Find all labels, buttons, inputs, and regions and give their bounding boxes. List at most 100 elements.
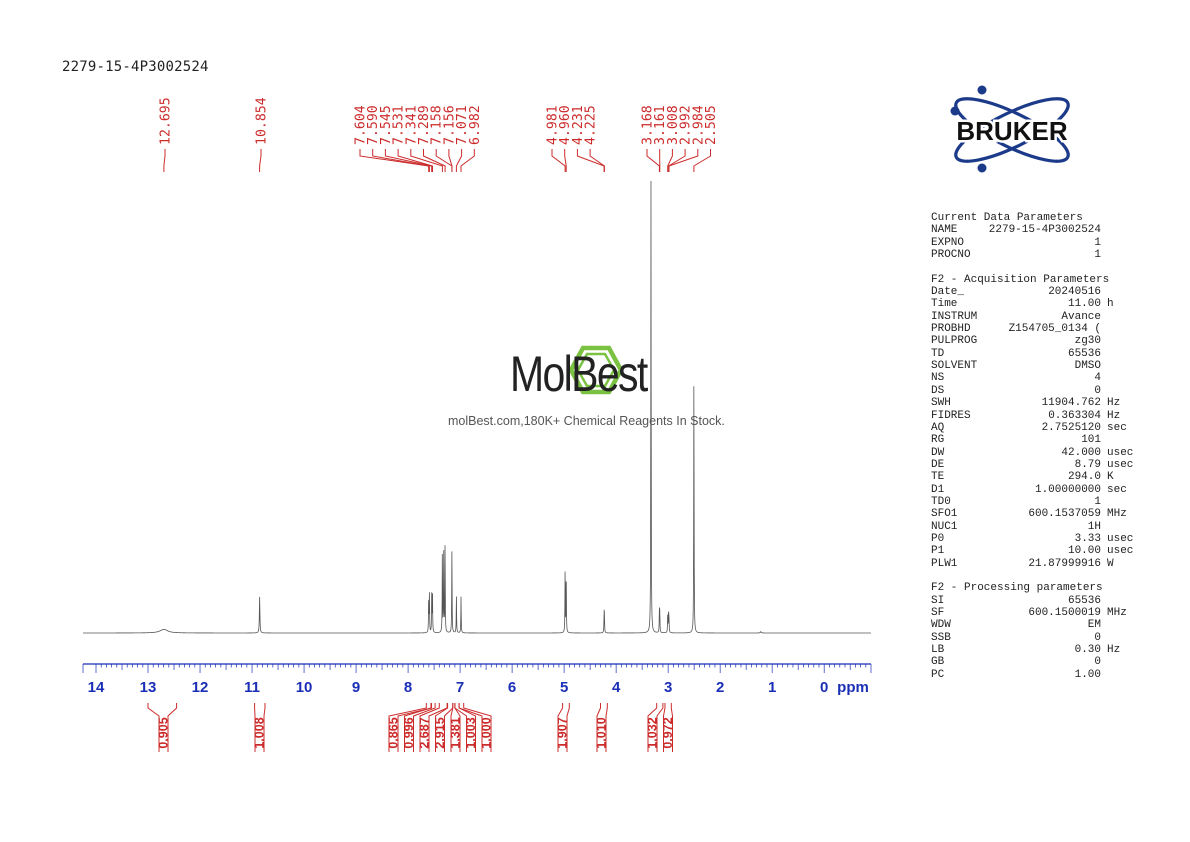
x-tick-label: 2	[716, 679, 724, 696]
param-row: FIDRES 0.363304 Hz	[931, 410, 1143, 422]
param-section-title: Current Data Parameters	[931, 212, 1083, 224]
peak-label-leader	[646, 149, 660, 172]
param-value: 1.00000000	[1034, 483, 1101, 496]
param-row: DW 42.000 usec	[931, 447, 1143, 459]
param-key: NAME	[931, 224, 958, 237]
integral-value: 1.381	[449, 717, 463, 748]
param-row: PROCNO 1	[931, 249, 1143, 261]
param-key: DS	[931, 384, 945, 397]
param-unit: sec	[1107, 421, 1127, 434]
peak-label-leader	[372, 149, 430, 172]
param-key: Time	[931, 298, 958, 311]
param-row: DE 8.79 usec	[931, 459, 1143, 471]
param-key: WDW	[931, 619, 951, 632]
peak-label-leader	[668, 149, 699, 172]
param-row: D1 1.00000000 sec	[931, 484, 1143, 496]
sample-name: 2279-15-4P3002524	[62, 59, 209, 75]
param-unit: usec	[1107, 545, 1134, 558]
param-value: 1	[1094, 236, 1101, 249]
peak-label: 4.225	[584, 105, 599, 145]
peak-label-leader	[435, 149, 453, 172]
param-value: EM	[1087, 619, 1101, 632]
param-value: 42.000	[1061, 446, 1101, 459]
param-value: 1H	[1087, 520, 1101, 533]
param-unit: K	[1107, 471, 1114, 484]
param-row: NS 4	[931, 372, 1143, 384]
param-unit: Hz	[1107, 397, 1121, 410]
param-key: SOLVENT	[931, 360, 978, 373]
peak-label: 4.981	[546, 105, 561, 145]
param-row: Date_ 20240516	[931, 286, 1143, 298]
peak-label-leader	[667, 149, 673, 172]
peak-label-leader	[259, 149, 262, 172]
param-row: Time 11.00 h	[931, 298, 1143, 310]
param-row: PULPROG zg30	[931, 335, 1143, 347]
peak-label-leader	[384, 149, 433, 172]
param-value: 11.00	[1067, 298, 1101, 311]
peak-label: 12.695	[159, 97, 174, 145]
param-key: NUC1	[931, 520, 958, 533]
integral-bracket	[557, 703, 570, 752]
param-row: SOLVENT DMSO	[931, 360, 1143, 372]
param-value: 600.1500019	[1028, 607, 1101, 619]
param-key: P1	[931, 545, 945, 558]
param-row: LB 0.30 Hz	[931, 644, 1143, 656]
param-value: 1	[1094, 249, 1101, 262]
param-unit: usec	[1107, 458, 1134, 471]
integral-value: 1.000	[480, 717, 494, 748]
integral-value: 1.907	[556, 717, 570, 748]
x-tick-label: 10	[296, 679, 313, 696]
param-unit: W	[1107, 557, 1114, 570]
param-unit: sec	[1107, 483, 1127, 496]
integral-value: 1.032	[646, 717, 660, 748]
param-value: 65536	[1067, 594, 1101, 607]
param-key: FIDRES	[931, 409, 971, 422]
param-row: SFO1 600.1537059 MHz	[931, 508, 1143, 520]
peak-label-leader	[455, 149, 463, 172]
integral-value: 2.915	[433, 717, 447, 748]
peak-label: 7.341	[404, 105, 419, 145]
x-tick-label: 11	[244, 679, 260, 696]
integral-bracket	[254, 703, 266, 752]
param-key: DE	[931, 458, 945, 471]
param-key: GB	[931, 656, 945, 669]
x-tick-label: 13	[140, 679, 157, 696]
param-key: PROCNO	[931, 249, 971, 262]
param-unit: usec	[1107, 446, 1134, 459]
x-tick-label: 3	[664, 679, 672, 696]
x-tick-label: 14	[88, 679, 105, 696]
param-row: TE 294.0 K	[931, 471, 1143, 483]
integral-value: 0.996	[402, 717, 416, 748]
peak-label-leader	[589, 149, 605, 172]
peak-label: 7.156	[442, 105, 457, 145]
watermark-tagline: molBest.com,180K+ Chemical Reagents In S…	[448, 414, 725, 428]
param-value: 65536	[1067, 347, 1101, 360]
param-row: TD 65536	[931, 348, 1143, 360]
peak-label: 2.505	[704, 105, 719, 145]
peak-label-leader	[448, 149, 453, 172]
integral-value: 0.972	[661, 717, 675, 748]
peak-label-leader	[397, 149, 433, 172]
param-value: 0	[1094, 631, 1101, 644]
param-value: 0.363304	[1048, 409, 1101, 422]
param-section-title: F2 - Processing parameters	[931, 582, 1103, 595]
peak-label: 4.960	[558, 105, 573, 145]
param-value: 101	[1081, 434, 1101, 447]
param-key: DW	[931, 446, 945, 459]
param-value: 10.00	[1067, 545, 1101, 558]
peak-label: 7.590	[366, 105, 381, 145]
param-value: 3.33	[1074, 532, 1101, 545]
param-row: NUC1 1H	[931, 521, 1143, 533]
peak-label: 3.168	[641, 105, 656, 145]
param-key: SI	[931, 594, 945, 607]
param-unit: MHz	[1107, 607, 1127, 619]
integral-bracket	[404, 703, 436, 752]
param-key: INSTRUM	[931, 310, 978, 323]
param-row: SWH 11904.762 Hz	[931, 397, 1143, 409]
param-row: EXPNO 1	[931, 237, 1143, 249]
param-row: PROBHD Z154705_0134 (	[931, 323, 1143, 335]
integral-bracket	[663, 703, 673, 752]
peak-label-leader	[359, 149, 430, 172]
peak-label-leader	[564, 149, 567, 172]
